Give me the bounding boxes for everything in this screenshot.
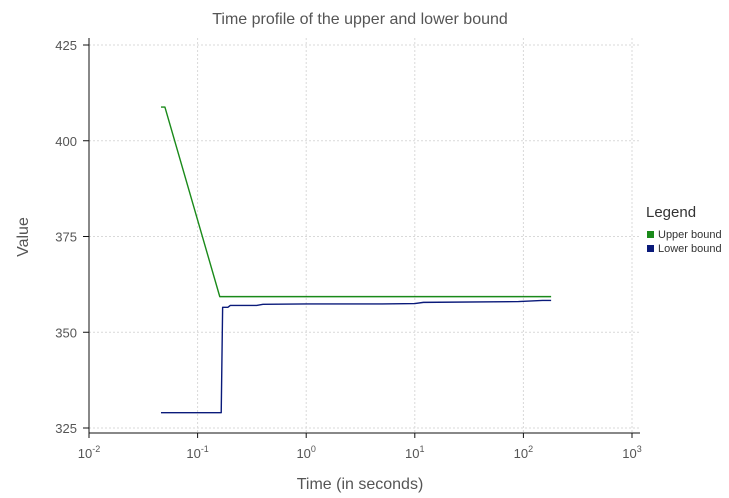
x-tick-exponent: 1: [420, 444, 425, 454]
x-tick-exponent: 3: [637, 444, 642, 454]
lower-bound-legend-swatch: [647, 245, 654, 252]
legend-title: Legend: [646, 204, 696, 221]
upper-bound-legend-swatch: [647, 231, 654, 238]
legend: Legend Upper bound Lower bound: [646, 204, 722, 255]
x-tick-exponent: -2: [92, 444, 100, 454]
x-tick-label: 10-1: [186, 444, 208, 461]
lower-bound-line: [160, 299, 552, 414]
y-tick-label: 350: [55, 325, 77, 340]
upper-bound-legend-label: Upper bound: [658, 229, 722, 241]
grid: [89, 38, 640, 433]
x-tick-base: 10: [405, 446, 419, 461]
x-tick-label: 102: [514, 444, 533, 461]
lower-bound-legend-label: Lower bound: [658, 243, 722, 255]
x-tick-base: 10: [296, 446, 310, 461]
y-tick-label: 425: [55, 38, 77, 53]
y-tick-label: 400: [55, 134, 77, 149]
upper-bound-line: [160, 106, 552, 298]
x-tick-exponent: 0: [311, 444, 316, 454]
x-tick-label: 100: [296, 444, 315, 461]
x-tick-label: 10-2: [78, 444, 100, 461]
y-axis-label: Value: [15, 217, 32, 257]
legend-items: Upper bound Lower bound: [647, 229, 722, 255]
x-axis-label: Time (in seconds): [297, 476, 424, 493]
series-lines: [160, 106, 552, 414]
x-tick-label: 101: [405, 444, 424, 461]
x-tick-label: 103: [622, 444, 641, 461]
x-tick-base: 10: [514, 446, 528, 461]
y-tick-label: 325: [55, 421, 77, 436]
x-tick-exponent: 2: [528, 444, 533, 454]
chart-title: Time profile of the upper and lower boun…: [212, 11, 508, 28]
x-tick-base: 10: [186, 446, 200, 461]
y-tick-label: 375: [55, 230, 77, 245]
x-tick-exponent: -1: [201, 444, 209, 454]
x-tick-base: 10: [622, 446, 636, 461]
x-tick-base: 10: [78, 446, 92, 461]
